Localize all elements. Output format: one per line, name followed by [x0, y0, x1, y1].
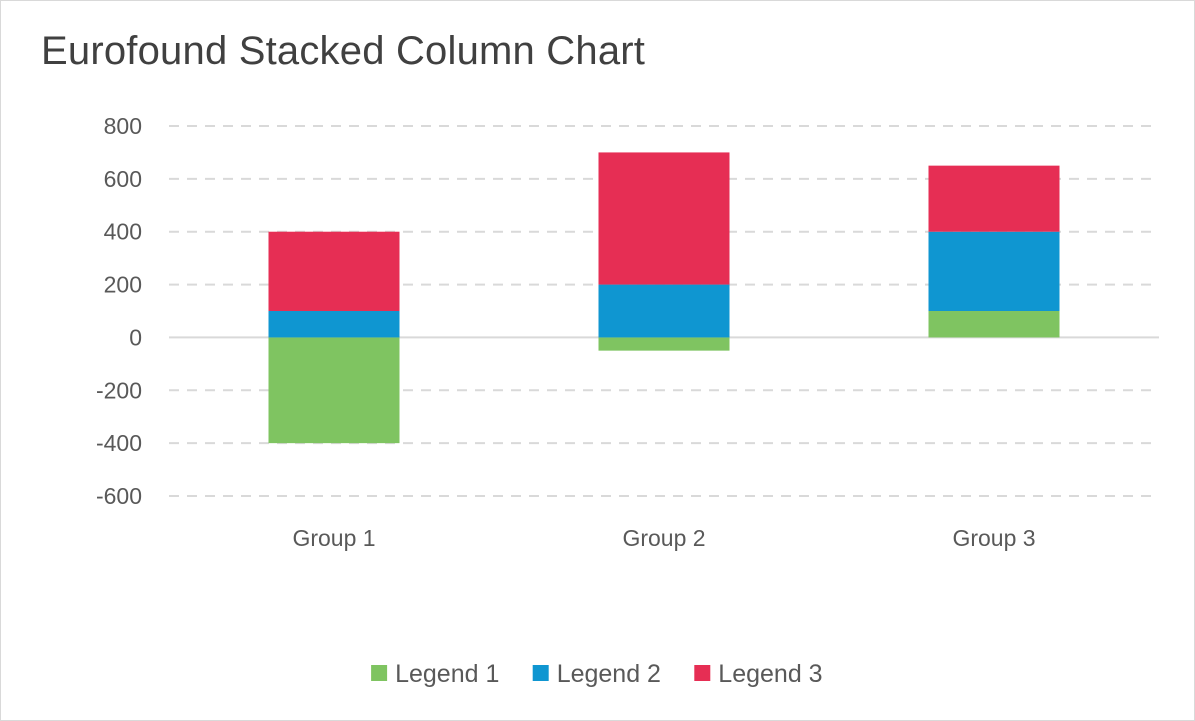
legend-swatch-2 [532, 665, 549, 681]
y-tick-label: -600 [96, 483, 142, 509]
bar-2-2 [598, 284, 730, 338]
y-tick-label: 400 [104, 219, 142, 245]
y-tick-label: 200 [104, 272, 142, 298]
legend-label-3: Legend 3 [718, 660, 822, 688]
legend-label-1: Legend 1 [395, 660, 499, 688]
x-tick-label: Group 2 [622, 525, 705, 551]
y-tick-label: 0 [129, 324, 142, 350]
bar-1-1 [268, 337, 400, 444]
bar-3-3 [928, 165, 1060, 232]
legend-swatch-1 [371, 665, 388, 681]
bar-3-1 [268, 231, 400, 311]
chart-title: Eurofound Stacked Column Chart [41, 29, 646, 73]
bar-1-3 [928, 311, 1060, 338]
bar-2-1 [268, 311, 400, 338]
legend-label-2: Legend 2 [557, 660, 661, 688]
bar-2-3 [928, 231, 1060, 311]
y-tick-label: 600 [104, 166, 142, 192]
y-tick-label: -200 [96, 377, 142, 403]
x-tick-label: Group 3 [952, 525, 1035, 551]
bar-3-2 [598, 152, 730, 285]
legend-swatch-3 [694, 665, 711, 681]
y-tick-label: 800 [104, 113, 142, 139]
bar-1-2 [598, 337, 730, 351]
x-tick-label: Group 1 [292, 525, 375, 551]
y-tick-label: -400 [96, 430, 142, 456]
